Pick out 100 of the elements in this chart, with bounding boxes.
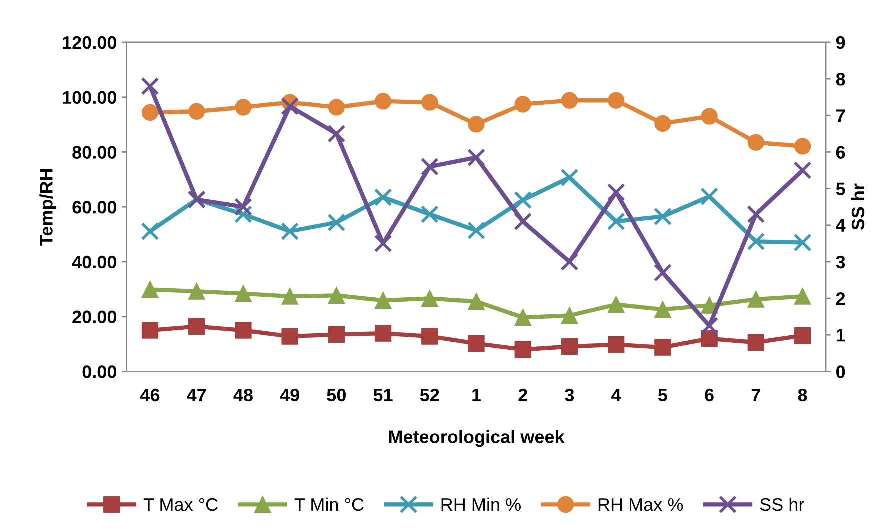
point bbox=[188, 103, 206, 120]
point bbox=[374, 325, 392, 342]
y-tick-label: 60.00 bbox=[72, 201, 116, 214]
point bbox=[654, 115, 672, 132]
x-tick-label: 6 bbox=[705, 388, 714, 402]
point bbox=[608, 296, 625, 314]
x-tick-label: 49 bbox=[280, 388, 300, 402]
x-tick-label: 8 bbox=[798, 388, 808, 402]
y-tick-label: 20.00 bbox=[72, 310, 116, 324]
point bbox=[328, 326, 346, 343]
point bbox=[374, 234, 392, 253]
point bbox=[328, 214, 346, 232]
point bbox=[561, 338, 578, 356]
point bbox=[282, 328, 298, 345]
point bbox=[747, 232, 766, 251]
y2-tick-label: 0 bbox=[836, 366, 846, 378]
point bbox=[514, 212, 532, 231]
x-tick-label: 47 bbox=[187, 389, 206, 402]
legend-label: T Max °C bbox=[144, 498, 218, 512]
y2-tick-label: 1 bbox=[836, 329, 846, 342]
point bbox=[422, 94, 438, 111]
point bbox=[561, 92, 578, 109]
point bbox=[607, 212, 626, 231]
point bbox=[560, 168, 579, 187]
y-tick-label: 40.00 bbox=[72, 256, 116, 269]
point bbox=[514, 341, 532, 358]
x-tick-label: 46 bbox=[140, 388, 160, 402]
x-axis-title: Meteorological week bbox=[389, 430, 565, 448]
point bbox=[235, 285, 252, 302]
point bbox=[794, 161, 812, 180]
x-tick-label: 5 bbox=[658, 389, 668, 402]
point bbox=[700, 316, 719, 336]
point bbox=[794, 234, 812, 252]
point bbox=[514, 309, 532, 326]
point bbox=[235, 99, 252, 116]
x-tick-label: 50 bbox=[327, 388, 346, 402]
point bbox=[141, 222, 160, 241]
point bbox=[374, 188, 392, 207]
point bbox=[281, 97, 300, 116]
y2-tick-label: 5 bbox=[836, 182, 846, 196]
point bbox=[142, 322, 159, 339]
x-tick-label: 52 bbox=[420, 388, 440, 402]
point bbox=[654, 339, 672, 356]
point bbox=[747, 205, 766, 224]
point bbox=[467, 148, 486, 167]
point bbox=[468, 116, 485, 133]
x-tick-label: 3 bbox=[565, 388, 574, 402]
y2-axis-title: SS hr bbox=[851, 184, 865, 230]
y2-tick-label: 6 bbox=[836, 146, 846, 159]
point bbox=[514, 191, 532, 210]
y2-tick-label: 7 bbox=[836, 110, 846, 122]
point bbox=[608, 92, 625, 109]
point bbox=[654, 264, 672, 282]
y-tick-label: 120.00 bbox=[63, 36, 116, 50]
point bbox=[468, 335, 485, 352]
y-tick-label: 100.00 bbox=[63, 91, 116, 104]
legend-label: T Min °C bbox=[294, 498, 364, 512]
point bbox=[328, 287, 346, 304]
y-tick-label: 0.00 bbox=[82, 366, 116, 378]
point bbox=[422, 290, 438, 308]
point bbox=[328, 124, 346, 143]
legend-label: SS hr bbox=[760, 498, 804, 512]
point bbox=[281, 222, 300, 241]
y2-tick-label: 2 bbox=[836, 292, 846, 306]
point bbox=[420, 205, 439, 224]
y2-tick-label: 8 bbox=[836, 72, 846, 86]
point bbox=[514, 96, 532, 113]
point bbox=[794, 138, 812, 155]
legend-label: RH Min % bbox=[442, 498, 521, 512]
point bbox=[468, 293, 485, 310]
point bbox=[234, 198, 252, 216]
point bbox=[608, 336, 625, 354]
point bbox=[607, 183, 626, 202]
point bbox=[328, 99, 346, 116]
x-tick-label: 7 bbox=[752, 389, 760, 402]
point bbox=[467, 222, 486, 240]
y2-tick-label: 4 bbox=[836, 220, 846, 232]
point bbox=[374, 292, 392, 309]
point bbox=[748, 334, 764, 351]
point bbox=[235, 322, 252, 339]
point bbox=[654, 208, 672, 226]
x-tick-label: 51 bbox=[374, 389, 393, 402]
y-axis-title: Temp/RH bbox=[40, 169, 56, 246]
legend-label: RH Max % bbox=[598, 498, 684, 512]
point bbox=[748, 291, 764, 308]
y2-tick-label: 9 bbox=[836, 36, 846, 50]
point bbox=[188, 318, 206, 336]
point bbox=[188, 283, 206, 300]
point bbox=[794, 327, 812, 344]
y-tick-label: 80.00 bbox=[72, 146, 116, 159]
point bbox=[561, 307, 578, 324]
x-tick-label: 48 bbox=[234, 388, 253, 402]
point bbox=[794, 288, 812, 305]
point bbox=[282, 288, 298, 305]
x-tick-label: 2 bbox=[518, 388, 528, 402]
point bbox=[142, 104, 159, 122]
point bbox=[560, 252, 579, 271]
point bbox=[374, 93, 392, 110]
point bbox=[701, 108, 718, 125]
point bbox=[142, 281, 159, 298]
